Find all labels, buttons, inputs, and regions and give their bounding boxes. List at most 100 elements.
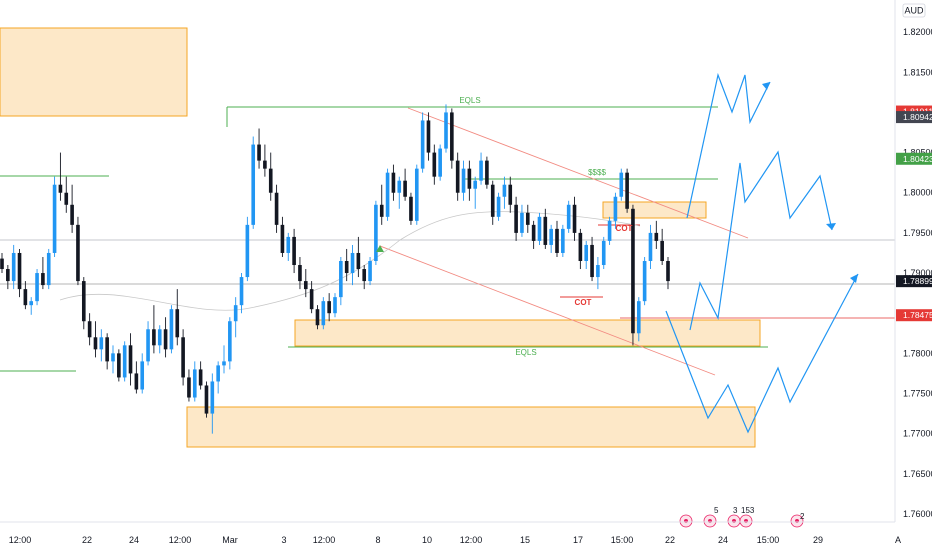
event-icon[interactable] bbox=[703, 514, 717, 528]
candle-down bbox=[356, 252, 361, 270]
candle-up bbox=[566, 204, 571, 229]
candle-up bbox=[479, 160, 483, 181]
price-axis[interactable]: AUD 1.820001.815001.810001.805001.800001… bbox=[894, 0, 932, 550]
event-icon[interactable] bbox=[679, 514, 693, 528]
candle-down bbox=[315, 309, 320, 326]
cot-upper-label: COT bbox=[616, 224, 633, 233]
event-count: 2 bbox=[800, 512, 805, 521]
candle-up bbox=[228, 321, 232, 362]
time-axis[interactable]: 12:00 22 24 12:00 Mar 3 12:00 8 10 12:00 15 17 15:00… bbox=[0, 521, 901, 545]
candle-down bbox=[432, 152, 437, 177]
price-tag bbox=[896, 309, 932, 322]
candle-up bbox=[210, 381, 215, 414]
candle-down bbox=[81, 281, 86, 322]
candle-down bbox=[134, 373, 139, 390]
candle-up bbox=[537, 216, 542, 241]
candle-up bbox=[157, 329, 162, 346]
candle-up bbox=[520, 212, 524, 233]
zone-low-demand bbox=[186, 406, 756, 448]
candle-up bbox=[245, 224, 250, 278]
time-axis-label: 3 bbox=[281, 535, 286, 545]
candle-down bbox=[152, 329, 156, 346]
candle-down bbox=[257, 144, 261, 161]
candle-down bbox=[187, 377, 191, 398]
candle-up bbox=[385, 172, 390, 217]
event-icons[interactable]: 5 3 153 2 bbox=[679, 506, 805, 528]
candle-down bbox=[654, 232, 659, 241]
candle-up bbox=[420, 120, 425, 169]
price-tick-label: 1.78000 bbox=[903, 348, 932, 358]
candle-up bbox=[216, 365, 220, 382]
candle-up bbox=[496, 196, 501, 217]
time-axis-label: 12:00 bbox=[313, 535, 336, 545]
price-tag-label: 1.78899 bbox=[903, 276, 932, 286]
candle-down bbox=[263, 160, 267, 169]
candle-up bbox=[321, 301, 326, 326]
price-tick-label: 1.77500 bbox=[903, 389, 932, 399]
candle-down bbox=[17, 252, 22, 290]
candle-up bbox=[648, 232, 653, 261]
candle-up bbox=[619, 172, 624, 197]
projection-path-3 bbox=[665, 273, 859, 434]
zone-top-left bbox=[0, 27, 188, 117]
event-icon[interactable] bbox=[739, 514, 753, 528]
event-icon[interactable] bbox=[727, 514, 741, 528]
candle-down bbox=[204, 385, 209, 414]
price-tag-label: 1.80423 bbox=[903, 154, 932, 164]
candle-down bbox=[455, 160, 460, 193]
candle-down bbox=[666, 261, 670, 282]
candle-up bbox=[233, 305, 238, 322]
currency-badge[interactable] bbox=[902, 3, 926, 18]
candle-down bbox=[303, 281, 308, 290]
candle-down bbox=[181, 337, 185, 378]
time-axis-label: 12:00 bbox=[9, 535, 32, 545]
candle-down bbox=[409, 196, 413, 221]
candle-down bbox=[70, 204, 74, 225]
price-tag-label: 1.78475 bbox=[903, 310, 932, 320]
candle-down bbox=[76, 224, 80, 282]
candle-down bbox=[555, 228, 559, 253]
candle-up bbox=[561, 228, 565, 253]
time-axis-label: 8 bbox=[375, 535, 380, 545]
candle-up bbox=[636, 301, 641, 334]
projection-arrow-1 bbox=[762, 82, 770, 90]
time-axis-label: 10 bbox=[422, 535, 432, 545]
price-tick-label: 1.81500 bbox=[903, 67, 932, 77]
candle-down bbox=[268, 168, 273, 193]
time-axis-label: 15:00 bbox=[611, 535, 634, 545]
price-tag bbox=[896, 275, 932, 288]
time-axis-label: 22 bbox=[82, 535, 92, 545]
candle-down bbox=[274, 192, 279, 225]
candle-down bbox=[362, 269, 367, 282]
time-axis-label: 15 bbox=[520, 535, 530, 545]
candle-down bbox=[280, 224, 285, 253]
candle-down bbox=[327, 301, 331, 314]
eqls-bottom-label: EQLS bbox=[515, 348, 536, 357]
candle-up bbox=[111, 353, 115, 362]
candle-down bbox=[531, 224, 536, 241]
event-count: 3 bbox=[733, 506, 738, 515]
channel-lower bbox=[379, 245, 716, 376]
candle-down bbox=[450, 112, 454, 161]
candle-up bbox=[461, 168, 466, 193]
price-tick-label: 1.76000 bbox=[903, 509, 932, 519]
candle-up bbox=[642, 261, 647, 302]
candle-up bbox=[350, 252, 355, 274]
candle-up bbox=[192, 369, 197, 398]
zone-mid-demand bbox=[294, 319, 761, 347]
candle-down bbox=[485, 160, 489, 185]
candle-down bbox=[117, 353, 121, 378]
candle-down bbox=[578, 232, 583, 261]
eqls-top-label: EQLS bbox=[459, 96, 480, 105]
candle-down bbox=[0, 258, 4, 270]
candle-down bbox=[128, 345, 133, 374]
currency-label: AUD bbox=[904, 6, 924, 16]
candle-up bbox=[438, 148, 442, 177]
time-axis-label: 24 bbox=[718, 535, 728, 545]
candle-down bbox=[344, 261, 349, 274]
time-axis-label: 24 bbox=[129, 535, 139, 545]
time-axis-label: Mar bbox=[222, 535, 238, 545]
candle-up bbox=[286, 236, 291, 253]
candle-down bbox=[631, 208, 635, 334]
